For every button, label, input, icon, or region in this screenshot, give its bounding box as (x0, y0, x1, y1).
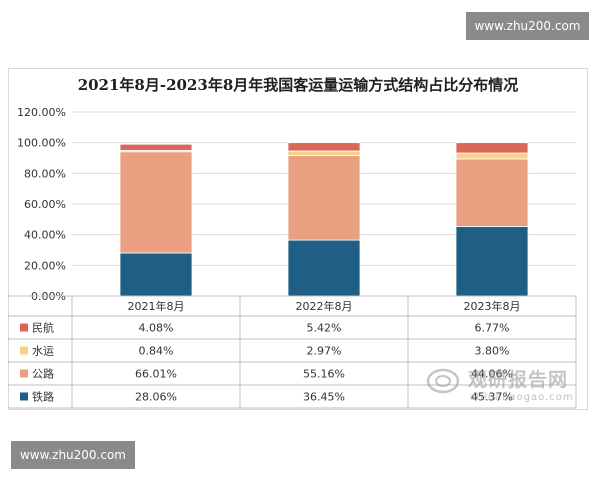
legend-swatch (20, 392, 28, 401)
bar-segment (119, 151, 193, 254)
watermark-bottom: www.zhu200.com (11, 441, 135, 469)
bar-segment (119, 252, 193, 297)
legend-label: 公路 (32, 368, 54, 381)
y-tick-label: 60.00% (24, 198, 66, 211)
chart-title: 2021年8月-2023年8月年我国客运量运输方式结构占比分布情况 (77, 76, 519, 94)
bar-segment (287, 239, 361, 297)
data-label: 66.01% (135, 368, 177, 381)
data-label: 45.37% (471, 391, 513, 404)
bar-segment (455, 226, 529, 297)
data-label: 44.06% (471, 368, 513, 381)
legend-swatch (20, 369, 28, 378)
legend-swatch (20, 346, 28, 355)
category-label: 2022年8月 (296, 299, 353, 313)
bar-segment (287, 155, 361, 241)
data-label: 55.16% (303, 368, 345, 381)
logo-text: 观研报告网 (468, 369, 569, 391)
legend-label: 水运 (32, 345, 54, 358)
category-label: 2021年8月 (128, 299, 185, 313)
logo-icon (426, 368, 460, 394)
data-label: 2.97% (307, 345, 342, 358)
data-label: 36.45% (303, 391, 345, 404)
bar-segment (455, 158, 529, 227)
data-label: 4.08% (139, 322, 174, 335)
legend-label: 民航 (32, 321, 54, 335)
watermark-top: www.zhu200.com (466, 12, 589, 40)
legend-swatch (20, 323, 28, 332)
y-tick-label: 120.00% (17, 106, 66, 119)
data-label: 5.42% (307, 322, 342, 335)
data-label: 28.06% (135, 391, 177, 404)
data-label: 6.77% (475, 322, 510, 335)
bar-segment (455, 142, 529, 154)
category-label: 2023年8月 (464, 299, 521, 313)
legend-label: 铁路 (32, 391, 54, 404)
bar-segment (287, 150, 361, 156)
y-tick-label: 80.00% (24, 167, 66, 180)
data-label: 0.84% (139, 345, 174, 358)
bar-segment (119, 143, 193, 151)
bar-segment (455, 152, 529, 160)
y-tick-label: 20.00% (24, 259, 66, 272)
data-label: 3.80% (475, 345, 510, 358)
logo-url: chinabaogao.com (470, 392, 574, 403)
bar-segment (287, 142, 361, 152)
y-tick-label: 100.00% (17, 137, 66, 150)
y-tick-label: 40.00% (24, 229, 66, 242)
